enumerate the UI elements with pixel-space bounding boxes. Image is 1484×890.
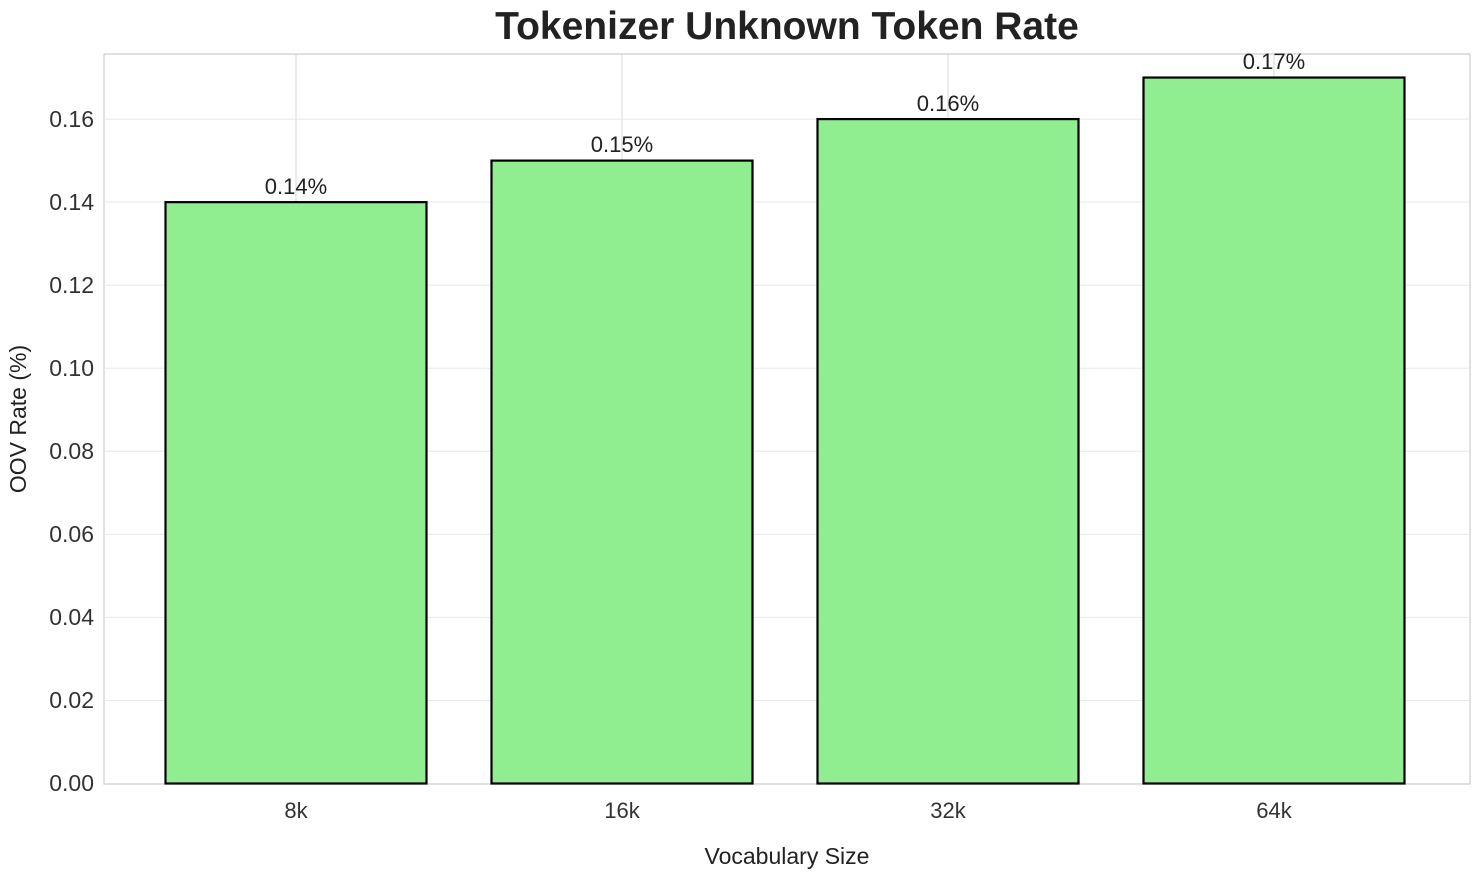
svg-text:Vocabulary Size: Vocabulary Size <box>705 843 870 869</box>
svg-text:16k: 16k <box>604 798 640 823</box>
svg-text:0.15%: 0.15% <box>591 132 653 157</box>
svg-text:0.08: 0.08 <box>49 438 94 464</box>
svg-text:0.16%: 0.16% <box>917 91 979 116</box>
svg-text:0.00: 0.00 <box>49 770 94 796</box>
svg-text:0.04: 0.04 <box>49 604 94 630</box>
svg-text:0.14%: 0.14% <box>265 174 327 199</box>
svg-text:0.16: 0.16 <box>49 106 94 132</box>
svg-text:0.17%: 0.17% <box>1243 49 1305 74</box>
svg-text:64k: 64k <box>1256 798 1292 823</box>
svg-text:0.10: 0.10 <box>49 355 94 381</box>
svg-text:Tokenizer Unknown Token Rate: Tokenizer Unknown Token Rate <box>495 5 1079 48</box>
svg-text:8k: 8k <box>284 798 308 823</box>
svg-text:0.12: 0.12 <box>49 272 94 298</box>
svg-text:0.14: 0.14 <box>49 189 94 215</box>
svg-text:0.02: 0.02 <box>49 687 94 713</box>
svg-text:0.06: 0.06 <box>49 521 94 547</box>
svg-text:32k: 32k <box>930 798 966 823</box>
svg-text:OOV Rate (%): OOV Rate (%) <box>5 345 31 493</box>
